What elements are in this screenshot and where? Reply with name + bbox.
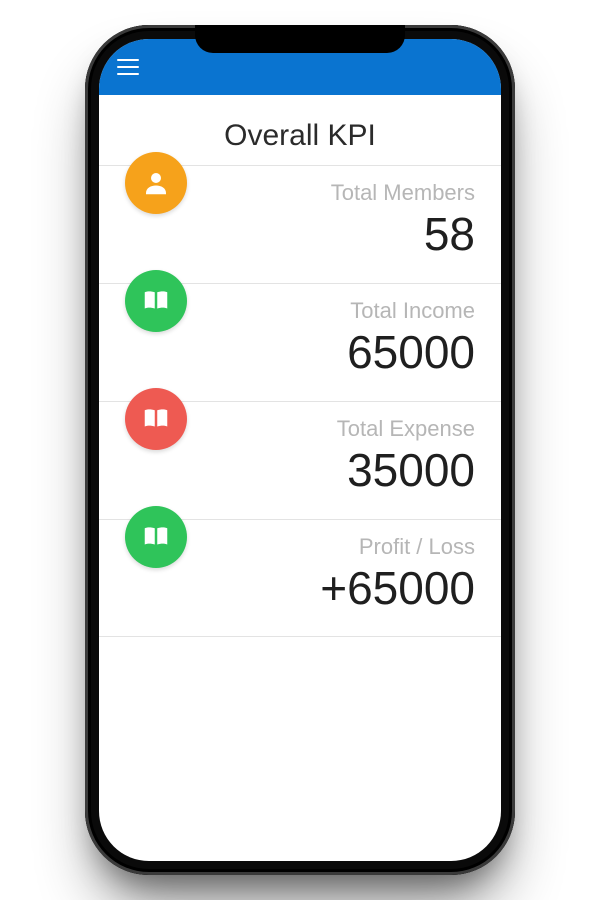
kpi-value-expense: 35000 <box>125 444 475 497</box>
kpi-value-income: 65000 <box>125 326 475 379</box>
kpi-row-income: Total Income 65000 <box>99 283 501 401</box>
kpi-value-profit: +65000 <box>125 562 475 615</box>
person-icon-svg <box>141 168 171 198</box>
kpi-value-members: 58 <box>125 208 475 261</box>
book-icon-svg <box>141 286 171 316</box>
phone-frame: Overall KPI Total Members 58 <box>85 25 515 875</box>
book-icon <box>125 506 187 568</box>
hamburger-menu-icon[interactable] <box>117 59 139 75</box>
book-icon <box>125 388 187 450</box>
phone-notch <box>195 25 405 53</box>
kpi-row-profit: Profit / Loss +65000 <box>99 519 501 637</box>
book-icon <box>125 270 187 332</box>
content: Overall KPI Total Members 58 <box>99 95 501 637</box>
person-icon <box>125 152 187 214</box>
screen: Overall KPI Total Members 58 <box>99 39 501 861</box>
page-title: Overall KPI <box>99 119 501 153</box>
stage: Overall KPI Total Members 58 <box>0 0 600 900</box>
kpi-list: Total Members 58 Total Income 65000 <box>99 165 501 637</box>
kpi-row-expense: Total Expense 35000 <box>99 401 501 519</box>
kpi-row-members: Total Members 58 <box>99 165 501 283</box>
book-icon-svg <box>141 522 171 552</box>
book-icon-svg <box>141 404 171 434</box>
